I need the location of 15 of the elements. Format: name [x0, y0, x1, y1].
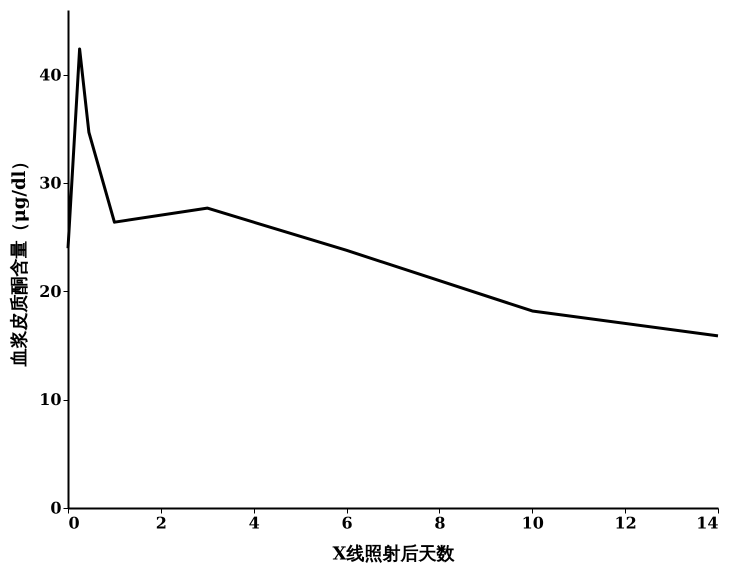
x-tick-label: 10 [522, 514, 544, 532]
y-tick-label: 40 [39, 65, 62, 84]
x-axis-title: X线照射后天数 [332, 544, 456, 564]
y-axis-title: 血浆皮质酮含量（μg/dl） [9, 152, 30, 368]
y-tick-label: 0 [50, 498, 62, 518]
y-tick-label: 20 [39, 282, 62, 301]
x-tick-label: 0 [68, 514, 80, 532]
x-tick-label: 4 [248, 514, 260, 532]
x-tick-label: 14 [696, 514, 718, 532]
y-tick-label: 30 [39, 174, 62, 193]
x-tick-label: 8 [434, 514, 446, 532]
x-tick-label: 12 [614, 514, 637, 532]
x-tick-label: 2 [156, 514, 167, 532]
y-tick-label: 10 [39, 390, 62, 410]
x-tick-label: 6 [342, 514, 353, 532]
